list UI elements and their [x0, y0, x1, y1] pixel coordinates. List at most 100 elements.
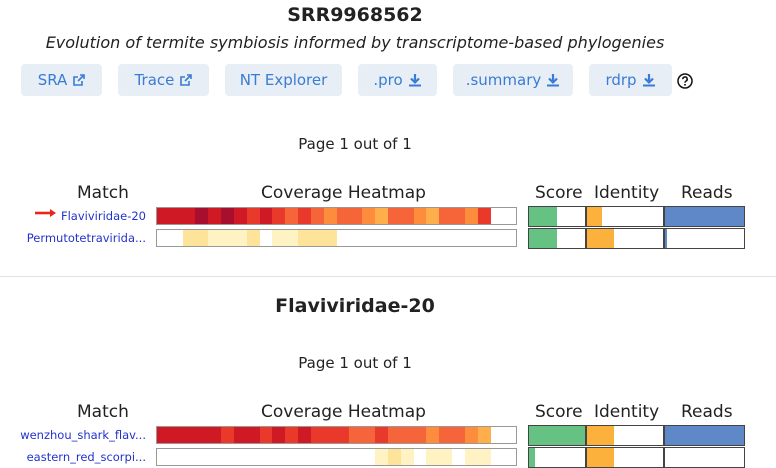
heatmap-cell — [246, 449, 260, 465]
heatmap-cell — [362, 427, 376, 443]
heatmap-cell — [195, 449, 209, 465]
score-bar-fill — [529, 426, 585, 445]
heatmap-cell — [387, 449, 401, 465]
heatmap-cell — [477, 208, 491, 224]
heatmap-cell — [310, 208, 324, 224]
heatmap-cell — [182, 449, 196, 465]
heatmap-cell — [323, 230, 337, 246]
heatmap-cell — [157, 427, 170, 443]
heatmap-cell — [169, 449, 183, 465]
heatmap-cell — [426, 230, 440, 246]
heatmap-cell — [169, 230, 183, 246]
score-bar-fill — [529, 229, 557, 248]
sra-button[interactable]: SRA — [21, 64, 102, 96]
coverage-heatmap[interactable] — [156, 207, 517, 225]
coverage-heatmap[interactable] — [156, 229, 517, 247]
coverage-heatmap[interactable] — [156, 448, 517, 466]
heatmap-cell — [439, 427, 453, 443]
reads-bar-fill — [665, 426, 744, 445]
rdrp-download-button-label: rdrp — [605, 71, 637, 89]
heatmap-cell — [490, 208, 504, 224]
summary-header-match: Match — [77, 183, 129, 203]
run-title: SRR9968562 — [287, 4, 423, 26]
heatmap-cell — [157, 230, 170, 246]
heatmap-cell — [387, 230, 401, 246]
trace-button[interactable]: Trace — [118, 64, 209, 96]
heatmap-cell — [426, 449, 440, 465]
help-icon[interactable] — [677, 73, 693, 89]
identity-bar-fill — [587, 448, 614, 467]
heatmap-cell — [195, 427, 209, 443]
coverage-heatmap[interactable] — [156, 426, 517, 444]
heatmap-cell — [349, 230, 363, 246]
identity-bar-fill — [587, 207, 603, 226]
heatmap-cell — [477, 427, 491, 443]
heatmap-cell — [452, 449, 465, 465]
heatmap-cell — [362, 230, 376, 246]
nt-explorer-button[interactable]: NT Explorer — [225, 64, 342, 96]
reads-bar — [664, 425, 745, 446]
heatmap-cell — [452, 230, 465, 246]
heatmap-cell — [208, 449, 222, 465]
heatmap-cell — [182, 208, 196, 224]
heatmap-cell — [375, 208, 388, 224]
heatmap-cell — [310, 449, 324, 465]
heatmap-cell — [400, 449, 414, 465]
heatmap-cell — [298, 449, 311, 465]
reads-bar-fill — [665, 207, 744, 226]
heatmap-cell — [413, 449, 427, 465]
nt-explorer-button-label: NT Explorer — [239, 71, 328, 89]
heatmap-cell — [259, 427, 273, 443]
identity-bar — [586, 447, 664, 468]
heatmap-cell — [375, 230, 388, 246]
reads-bar-fill — [665, 229, 668, 248]
heatmap-cell — [464, 427, 478, 443]
heatmap-cell — [233, 230, 247, 246]
heatmap-cell — [310, 427, 324, 443]
trace-button-label: Trace — [134, 71, 175, 89]
heatmap-cell — [413, 208, 427, 224]
heatmap-cell — [285, 449, 299, 465]
heatmap-cell — [157, 449, 170, 465]
match-name-link[interactable]: eastern_red_scorpi... — [26, 450, 146, 464]
score-bar — [528, 206, 586, 227]
summary-pager: Page 1 out of 1 — [298, 135, 412, 153]
rdrp-download-button[interactable]: rdrp — [589, 64, 672, 96]
heatmap-cell — [336, 230, 350, 246]
heatmap-cell — [246, 230, 260, 246]
heatmap-cell — [362, 208, 376, 224]
heatmap-cell — [233, 427, 247, 443]
heatmap-cell — [259, 208, 273, 224]
family-pager: Page 1 out of 1 — [298, 354, 412, 372]
pro-download-button[interactable]: .pro — [358, 64, 437, 96]
score-bar — [528, 228, 586, 249]
heatmap-cell — [285, 230, 299, 246]
section-divider — [0, 276, 776, 277]
heatmap-cell — [323, 449, 337, 465]
summary-header-reads: Reads — [681, 183, 733, 203]
external-link-icon — [73, 73, 86, 86]
heatmap-cell — [349, 427, 363, 443]
heatmap-cell — [503, 230, 517, 246]
heatmap-cell — [336, 427, 350, 443]
match-name-link[interactable]: Permutotetravirida... — [26, 231, 146, 245]
match-name-link[interactable]: wenzhou_shark_flav... — [20, 428, 146, 442]
download-icon — [547, 74, 560, 87]
score-bar-fill — [529, 207, 557, 226]
family-header-heatmap: Coverage Heatmap — [261, 402, 426, 422]
heatmap-cell — [375, 427, 388, 443]
reads-bar — [664, 447, 745, 468]
heatmap-cell — [349, 208, 363, 224]
reads-bar — [664, 228, 745, 249]
heatmap-cell — [413, 230, 427, 246]
heatmap-cell — [310, 230, 324, 246]
heatmap-cell — [221, 230, 234, 246]
summary-download-button[interactable]: .summary — [453, 64, 573, 96]
heatmap-cell — [285, 427, 299, 443]
family-header-match: Match — [77, 402, 129, 422]
heatmap-cell — [169, 427, 183, 443]
heatmap-cell — [208, 208, 222, 224]
match-name-link[interactable]: Flaviviridae-20 — [61, 209, 146, 223]
heatmap-cell — [298, 208, 311, 224]
heatmap-cell — [503, 208, 517, 224]
